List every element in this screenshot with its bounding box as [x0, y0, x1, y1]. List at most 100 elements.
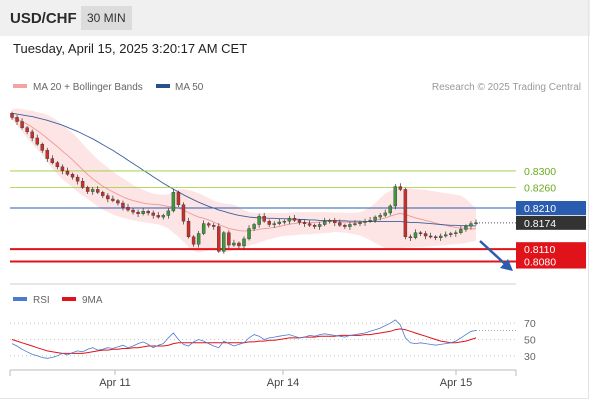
candle-body	[227, 232, 231, 246]
candle	[363, 218, 367, 226]
candle	[373, 215, 377, 223]
candle	[191, 235, 196, 247]
candle	[469, 221, 473, 230]
candle-body	[383, 212, 387, 216]
candle-body	[186, 220, 191, 238]
candle	[25, 126, 29, 135]
rsi-panel: 70 50 30	[10, 318, 536, 363]
candle	[378, 212, 382, 221]
candle	[45, 147, 50, 162]
candle-body	[297, 220, 302, 223]
rsi-ma-legend-label: 9MA	[82, 295, 103, 306]
candle	[328, 218, 332, 224]
ma50-legend-label: MA 50	[175, 82, 204, 93]
candle-body	[454, 232, 458, 234]
candle	[60, 164, 65, 175]
candle	[287, 215, 292, 225]
candle	[15, 114, 19, 125]
ma20-legend-swatch	[13, 84, 27, 88]
candle-body	[307, 223, 312, 226]
candle	[277, 218, 282, 226]
candle	[338, 219, 342, 227]
candle	[30, 129, 34, 142]
candle	[272, 221, 276, 228]
candle-body	[232, 242, 236, 246]
candle-body	[262, 216, 266, 222]
candle-body	[20, 121, 24, 128]
timeframe-badge[interactable]: 30 MIN	[81, 6, 132, 30]
candle-body	[217, 226, 221, 252]
candle-body	[131, 209, 135, 213]
candle-body	[136, 211, 140, 214]
candle	[151, 210, 155, 219]
candle	[353, 220, 357, 227]
candle-body	[65, 170, 70, 175]
candle	[206, 222, 211, 228]
candle	[237, 241, 241, 249]
candle-body	[287, 218, 292, 222]
candle	[10, 111, 14, 120]
candle	[262, 212, 266, 223]
bollinger-fill	[12, 108, 476, 253]
candle-body	[423, 233, 428, 237]
candle-body	[96, 189, 100, 193]
candle	[247, 225, 251, 241]
candle-body	[191, 236, 196, 245]
candle-body	[35, 137, 39, 145]
candle-body	[438, 235, 443, 238]
rsi-legend-label: RSI	[33, 295, 50, 306]
candle	[196, 231, 201, 248]
candle-body	[312, 225, 317, 227]
candle-body	[469, 223, 473, 227]
candle	[116, 198, 120, 206]
candle-body	[464, 225, 468, 230]
candle	[181, 202, 186, 225]
level-label-0.8110: 0.8110	[524, 244, 555, 256]
candle-body	[161, 215, 166, 218]
candles	[10, 111, 478, 254]
candle-body	[55, 162, 60, 168]
candle-body	[206, 223, 211, 226]
x-label-Apr-15: Apr 15	[440, 377, 472, 389]
candle-body	[282, 220, 287, 223]
candle	[343, 223, 347, 229]
candle-body	[141, 211, 145, 214]
candle-body	[343, 225, 347, 227]
candle	[403, 187, 408, 240]
candle	[438, 233, 443, 241]
rsi-legend-swatch	[13, 297, 27, 301]
candle	[90, 187, 95, 195]
rsi-ma-legend-swatch	[62, 297, 76, 301]
ma50-legend-swatch	[156, 84, 170, 88]
rsi-level-label-50: 50	[524, 335, 536, 347]
candle-body	[474, 222, 478, 225]
candle	[428, 232, 433, 239]
candle-body	[413, 232, 418, 238]
forecast-arrow	[479, 240, 513, 271]
candle-body	[363, 220, 367, 223]
candle	[217, 223, 221, 253]
watermark: Research © 2025 Trading Central	[432, 82, 581, 93]
last-price-label: 0.8174	[524, 218, 556, 230]
level-label-0.8260: 0.8260	[524, 182, 556, 194]
candle-body	[277, 221, 282, 224]
candle-body	[116, 200, 120, 204]
level-tag-0.8210	[516, 201, 586, 215]
candle-body	[212, 225, 216, 227]
candle-body	[146, 211, 150, 214]
candle	[201, 220, 206, 236]
rsi-legend: RSI 9MA	[13, 295, 103, 306]
candle	[40, 142, 44, 153]
rsi-ma-line	[11, 328, 477, 354]
candle-body	[378, 215, 382, 218]
candle	[444, 231, 448, 238]
candle	[222, 231, 226, 254]
candle-body	[388, 205, 392, 214]
candle	[20, 118, 24, 130]
candle-body	[252, 224, 256, 229]
candle	[65, 167, 70, 176]
candle-body	[393, 186, 398, 207]
candle	[111, 195, 115, 203]
candle-body	[444, 234, 448, 237]
candle	[302, 219, 307, 227]
